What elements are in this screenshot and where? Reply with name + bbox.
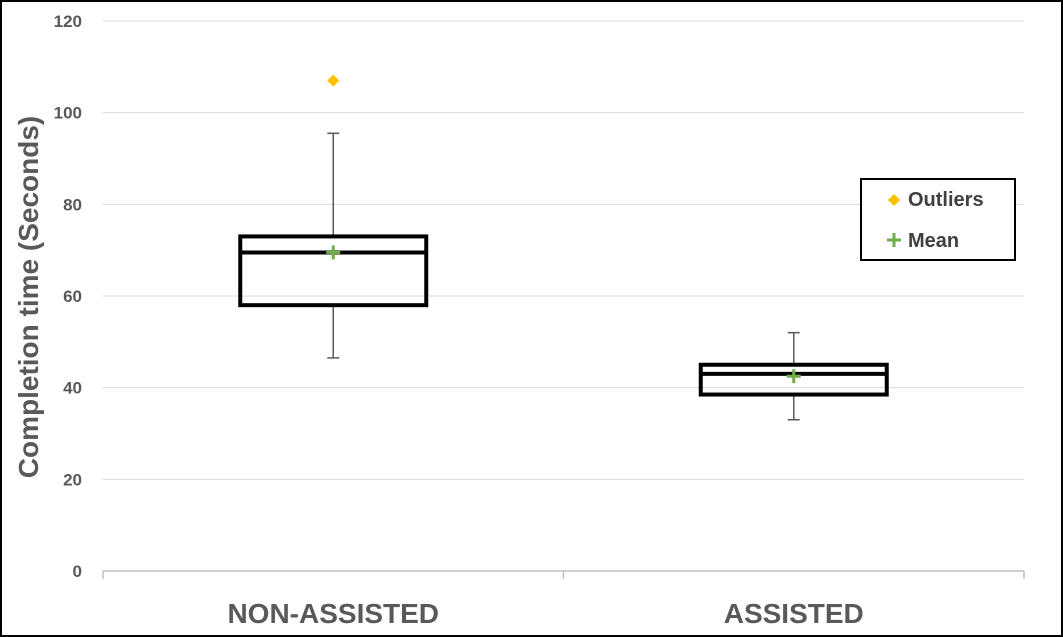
outlier-marker	[327, 74, 340, 87]
y-tick-label: 100	[54, 104, 82, 123]
legend: Outliers Mean	[860, 178, 1016, 261]
legend-outlier-marker	[888, 194, 900, 206]
y-tick-labels: 0 20 40 60 80 100 120	[54, 12, 82, 581]
legend-mean-marker	[887, 233, 901, 247]
legend-outliers-label: Outliers	[908, 189, 984, 211]
y-tick-label: 60	[63, 287, 82, 306]
legend-box	[860, 178, 1016, 261]
legend-mean-label: Mean	[908, 230, 959, 252]
x-axis: NON-ASSISTED ASSISTED	[102, 570, 1025, 629]
y-tick-label: 20	[63, 470, 82, 489]
y-tick-label: 80	[63, 195, 82, 214]
y-tick-label: 0	[73, 562, 82, 581]
y-tick-label: 40	[63, 379, 82, 398]
box-group	[238, 74, 429, 359]
box-group	[698, 331, 889, 421]
mean-marker	[786, 369, 801, 384]
mean-marker	[326, 245, 341, 260]
iqr-box	[238, 234, 429, 308]
gridlines	[103, 20, 1024, 480]
x-category-label: ASSISTED	[724, 598, 864, 629]
boxes	[238, 74, 889, 421]
iqr-box	[698, 362, 889, 397]
y-tick-label: 120	[54, 12, 82, 31]
y-axis-title: Completion time (Seconds)	[13, 116, 44, 478]
x-category-label: NON-ASSISTED	[227, 598, 439, 629]
